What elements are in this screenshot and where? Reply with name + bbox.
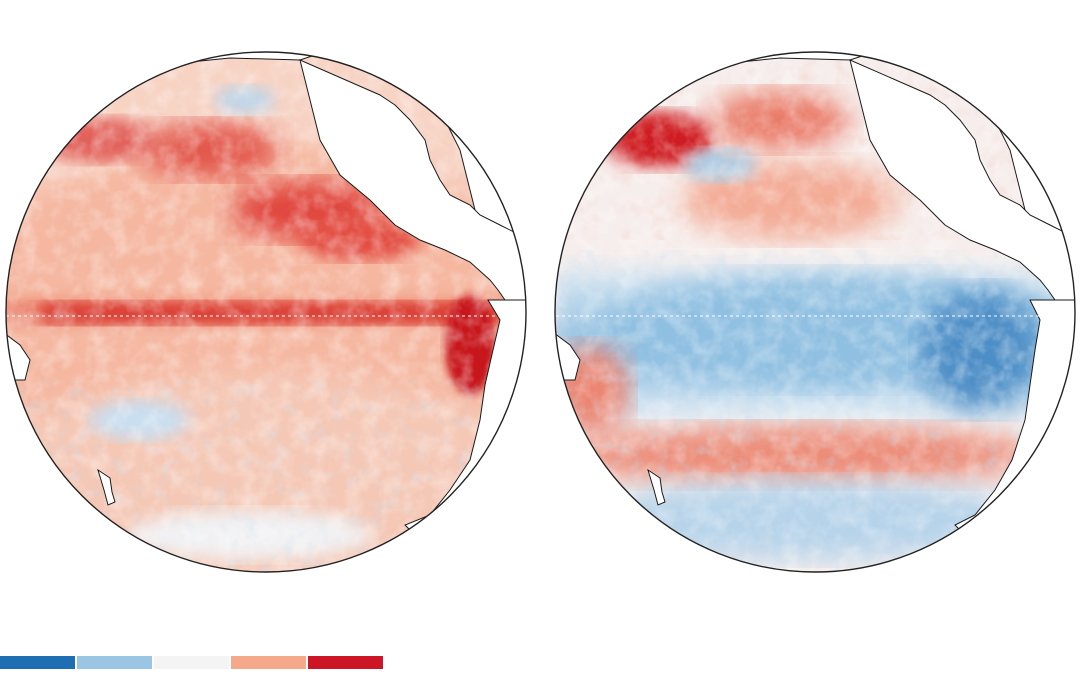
cool-phase-globe (555, 52, 1075, 572)
legend-swatch-neutral (154, 656, 229, 669)
warm-phase-globe (6, 52, 526, 572)
central-america-land-right (849, 59, 1075, 301)
legend-swatch-cool (77, 656, 152, 669)
central-america-land (299, 59, 526, 301)
legend-swatch-strong-cool (0, 656, 75, 669)
left-globe-outline (5, 51, 527, 573)
new-zealand-land-right (647, 468, 666, 506)
new-zealand-land (97, 468, 116, 506)
right-globe-outline (554, 51, 1076, 573)
color-legend (0, 656, 383, 669)
legend-swatch-warm (231, 656, 306, 669)
legend-swatch-strong-warm (308, 656, 383, 669)
